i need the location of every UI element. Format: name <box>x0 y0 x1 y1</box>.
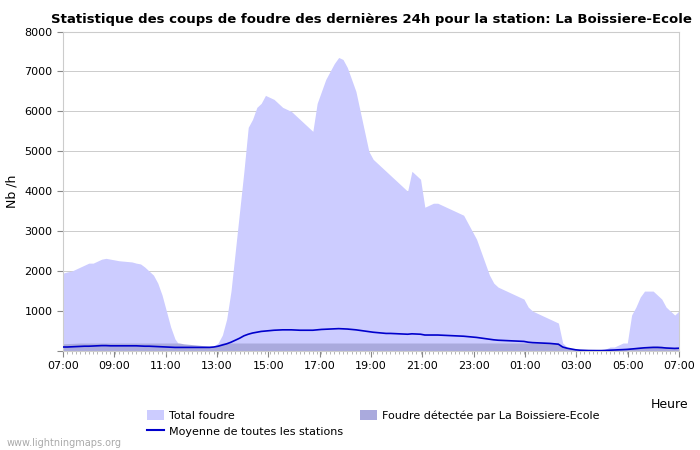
Y-axis label: Nb /h: Nb /h <box>6 175 19 208</box>
Text: www.lightningmaps.org: www.lightningmaps.org <box>7 438 122 448</box>
Legend: Total foudre, Moyenne de toutes les stations, Foudre détectée par La Boissiere-E: Total foudre, Moyenne de toutes les stat… <box>143 405 604 441</box>
Text: Heure: Heure <box>651 398 689 411</box>
Title: Statistique des coups de foudre des dernières 24h pour la station: La Boissiere-: Statistique des coups de foudre des dern… <box>50 13 692 26</box>
